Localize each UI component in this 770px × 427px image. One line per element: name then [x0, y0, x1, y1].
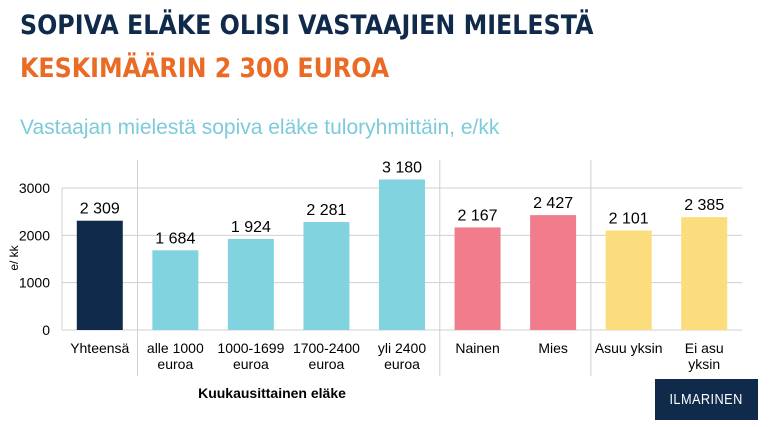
category-label: yli 2400	[378, 340, 426, 356]
category-label: euroa	[309, 356, 345, 372]
category-label: euroa	[233, 356, 269, 372]
x-axis-label: Kuukausittainen eläke	[198, 385, 346, 401]
category-label: euroa	[157, 356, 193, 372]
bar	[454, 227, 501, 330]
bar	[152, 250, 199, 330]
bars	[76, 179, 728, 330]
title-line-1: SOPIVA ELÄKE OLISI VASTAAJIEN MIELESTÄ	[20, 10, 594, 41]
value-label: 1 924	[231, 219, 271, 236]
bar	[605, 230, 652, 330]
y-tick-label: 3000	[19, 180, 50, 196]
value-label: 2 167	[458, 207, 498, 224]
group-separators	[137, 160, 592, 376]
value-label: 1 684	[155, 230, 195, 247]
category-label: alle 1000	[147, 340, 204, 356]
category-label: 1700-2400	[293, 340, 360, 356]
value-labels: 2 309 1 684 1 924 2 281 3 180 2 167 2 427 2 101…	[80, 159, 725, 247]
logo-text: ILMARINEN	[669, 391, 744, 408]
y-tick-label: 0	[42, 322, 50, 338]
value-label: 2 101	[609, 211, 649, 228]
title-line-2: KESKIMÄÄRIN 2 300 EUROA	[20, 53, 390, 84]
category-label: Yhteensä	[70, 340, 129, 356]
value-label: 2 281	[306, 202, 346, 219]
y-axis-label: e/ kk	[7, 244, 21, 270]
category-labels: Yhteensä alle 1000euroa1000-1699euroa1700…	[70, 340, 723, 372]
value-label: 2 427	[533, 195, 573, 212]
ilmarinen-logo: ILMARINEN	[655, 379, 758, 420]
category-label: Mies	[538, 340, 568, 356]
category-label: euroa	[384, 356, 420, 372]
bar	[379, 179, 425, 330]
value-label: 2 309	[80, 201, 120, 218]
bar	[681, 217, 728, 330]
y-tick-label: 2000	[19, 227, 50, 243]
category-label: yksin	[688, 356, 720, 372]
value-label: 2 385	[684, 197, 724, 214]
category-label: Ei asu	[685, 340, 724, 356]
bar	[227, 238, 274, 330]
chart-subtitle: Vastaajan mielestä sopiva eläke tuloryhm…	[20, 116, 500, 139]
bar	[530, 215, 577, 330]
category-label: 1000-1699	[217, 340, 284, 356]
category-label: Asuu yksin	[595, 340, 663, 356]
bar	[76, 220, 123, 330]
category-label: Nainen	[455, 340, 499, 356]
value-label: 3 180	[382, 159, 422, 176]
bar	[303, 222, 350, 330]
y-tick-labels: 0 1000 2000 3000	[19, 180, 50, 338]
y-tick-label: 1000	[19, 275, 50, 291]
